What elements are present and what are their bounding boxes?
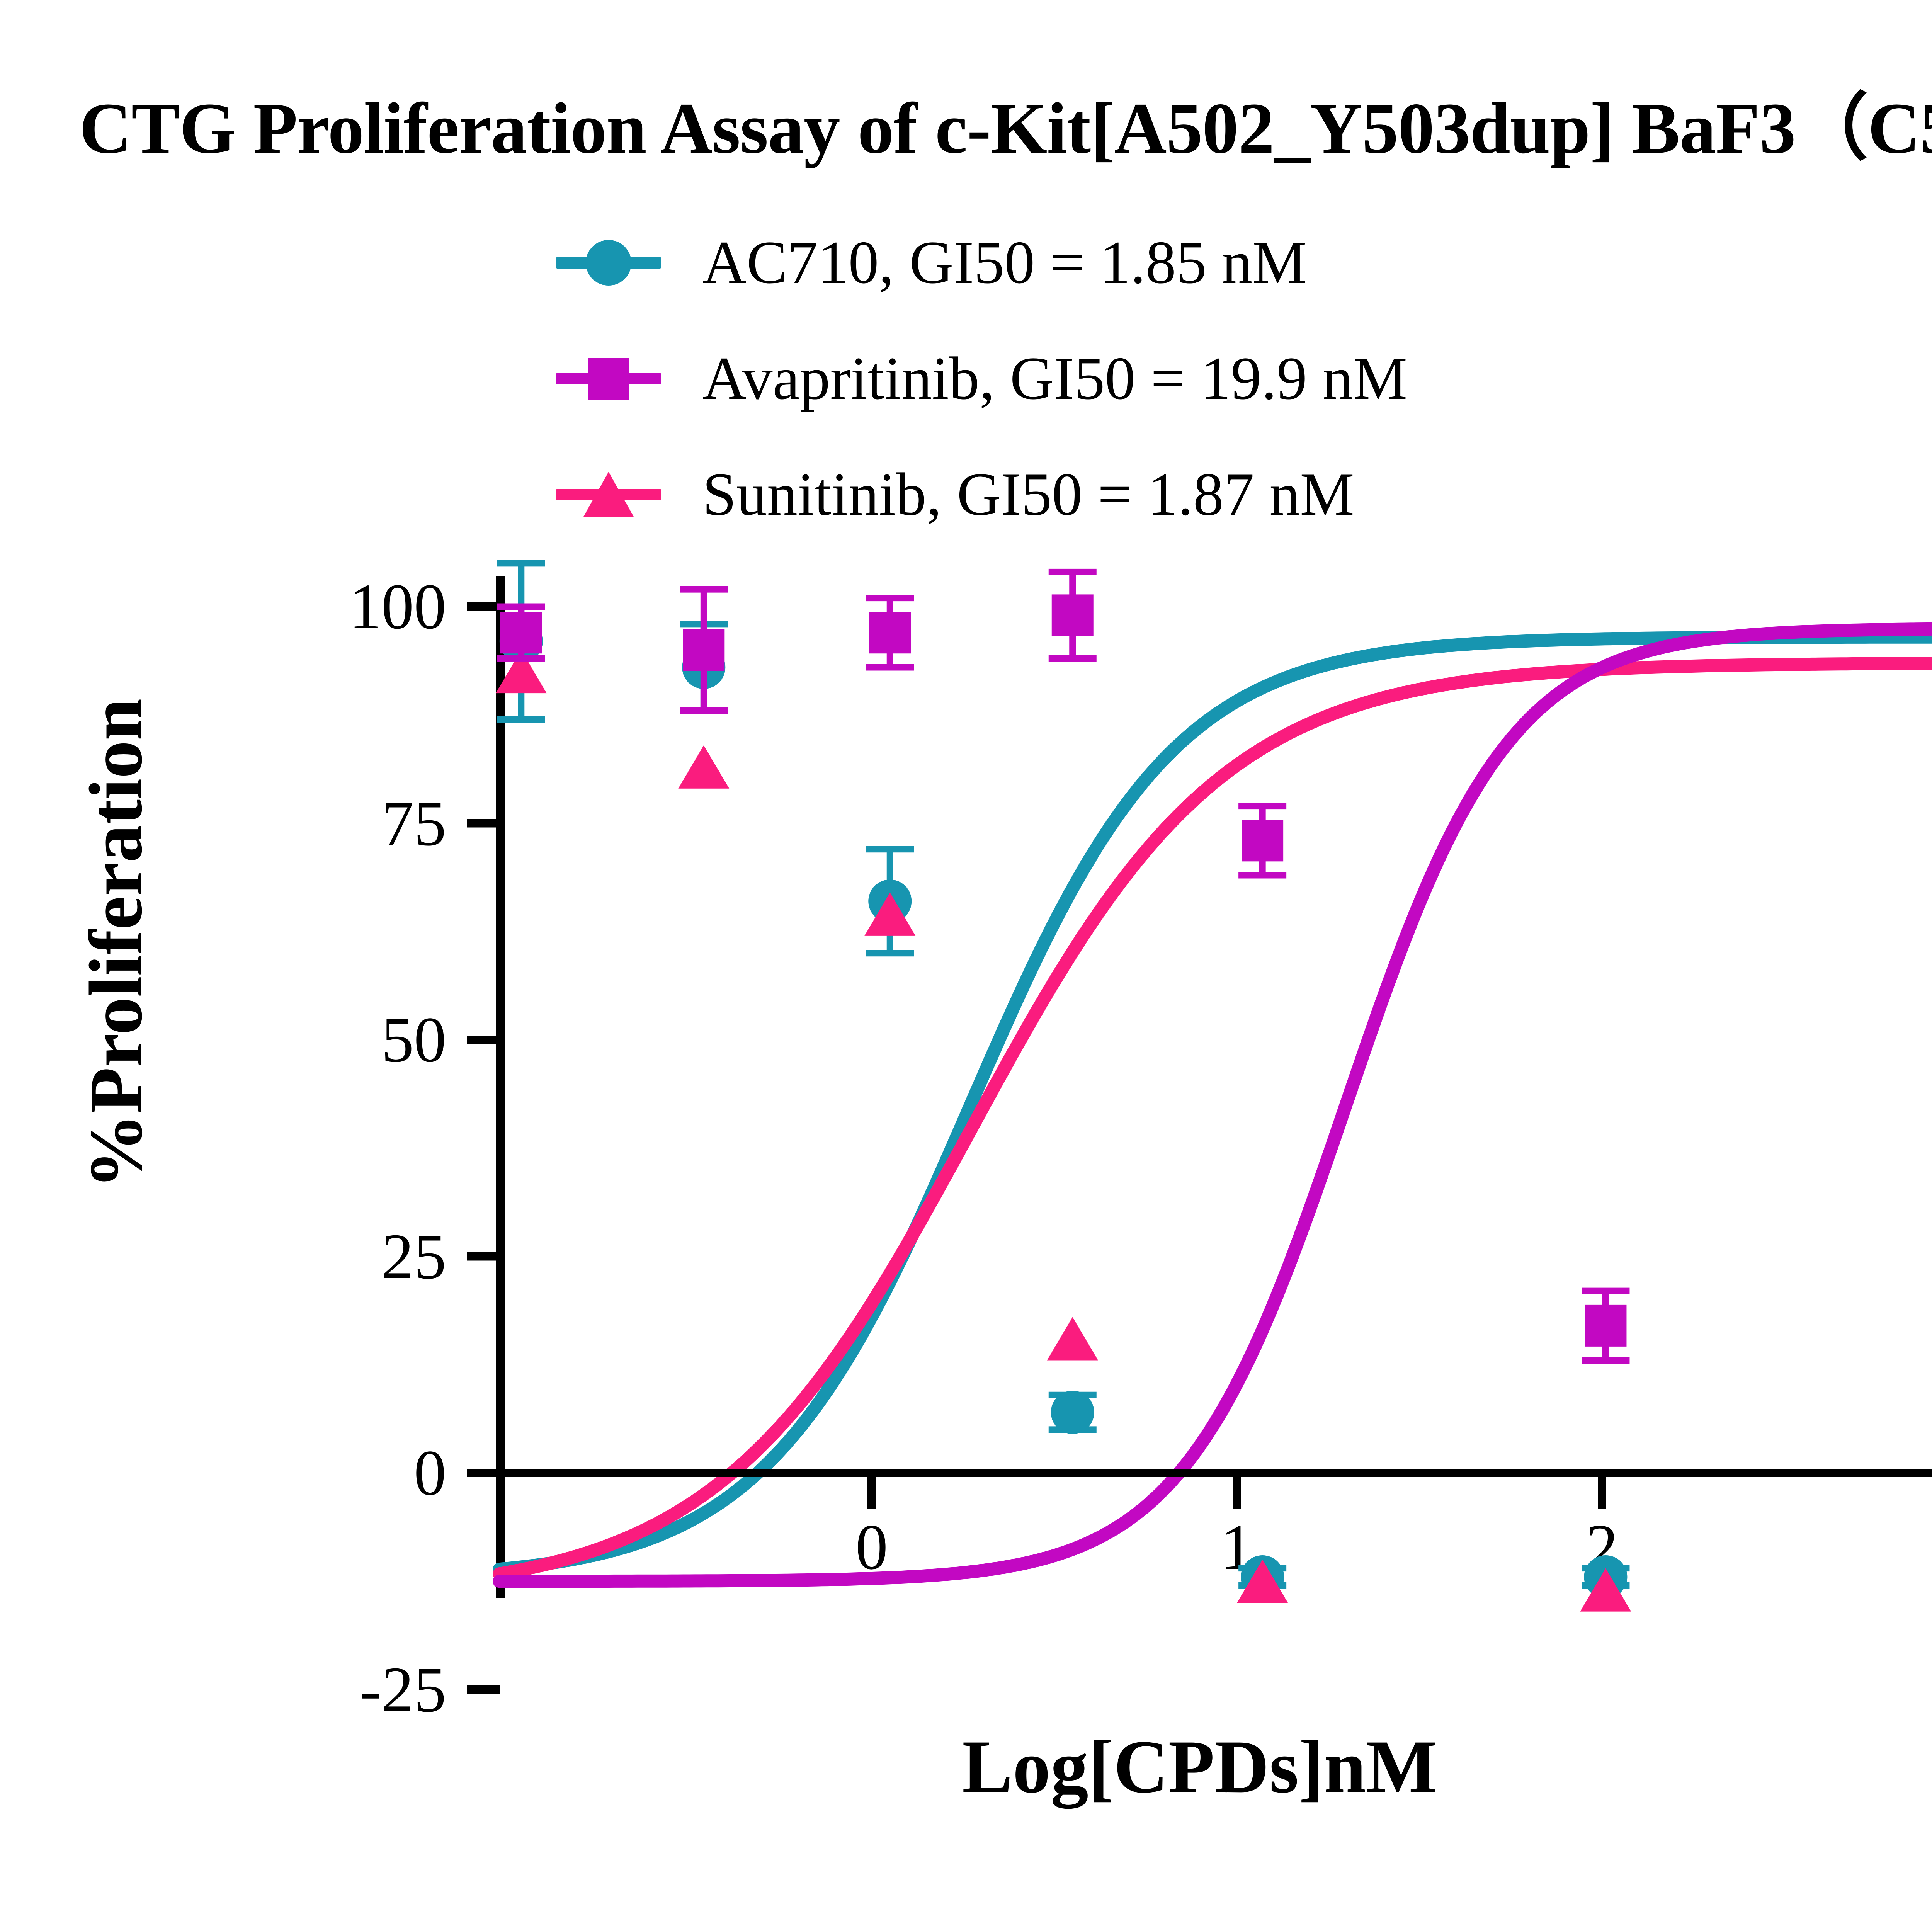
x-tick-label: 2 — [1586, 1511, 1618, 1583]
avapritinib-marker-1 — [683, 629, 725, 671]
y-tick-label: 50 — [381, 1004, 446, 1076]
curve-avapritinib — [493, 622, 1932, 1588]
chart-legend: AC710, GI50 = 1.85 nM Avapritinib, GI50 … — [556, 205, 1407, 553]
x-tick-label: 1 — [1221, 1511, 1253, 1583]
y-tick-label: -25 — [360, 1653, 446, 1726]
y-tick-label: 75 — [381, 787, 446, 859]
avapritinib-marker-4 — [1242, 820, 1284, 862]
y-tick-label: 100 — [349, 571, 446, 643]
sunitinib-marker-0 — [495, 650, 547, 694]
legend-label-sunitinib: Sunitinib, GI50 = 1.87 nM — [702, 461, 1354, 528]
avapritinib-marker-0 — [500, 612, 542, 654]
legend-item-sunitinib[interactable]: Sunitinib, GI50 = 1.87 nM — [556, 437, 1407, 553]
avapritinib-marker-2 — [869, 612, 911, 654]
curve-sunitinib — [493, 657, 1932, 1581]
square-marker-icon — [588, 358, 629, 400]
avapritinib-marker-5 — [1585, 1304, 1627, 1347]
y-tick-label: 25 — [381, 1220, 446, 1293]
legend-label-ac710: AC710, GI50 = 1.85 nM — [702, 229, 1307, 296]
ac710-marker-0 — [499, 619, 543, 663]
legend-marker-circle-icon — [556, 240, 661, 286]
triangle-marker-icon — [583, 472, 634, 517]
ac710-marker-2 — [868, 879, 912, 923]
x-tick-label: 3 — [1909, 1515, 1932, 1580]
legend-label-avapritinib: Avapritinib, GI50 = 19.9 nM — [702, 345, 1408, 412]
page-title: CTG Proliferation Assay of c-Kit[A502_Y5… — [79, 88, 1932, 168]
y-axis-title: %Proliferation — [74, 698, 158, 1189]
x-tick-label: 0 — [855, 1511, 888, 1583]
legend-marker-square-icon — [556, 358, 661, 400]
x-axis-title: Log[CPDs]nM — [962, 1725, 1438, 1809]
legend-item-ac710[interactable]: AC710, GI50 = 1.85 nM — [556, 205, 1407, 321]
legend-item-avapritinib[interactable]: Avapritinib, GI50 = 19.9 nM — [556, 321, 1407, 437]
y-tick-label: 0 — [414, 1437, 446, 1509]
sunitinib-marker-2 — [864, 892, 916, 936]
sunitinib-marker-3 — [1047, 1317, 1098, 1361]
avapritinib-marker-3 — [1051, 594, 1094, 636]
legend-marker-triangle-icon — [556, 472, 661, 517]
ac710-marker-1 — [682, 645, 726, 689]
curve-ac710 — [493, 630, 1932, 1576]
ac710-marker-3 — [1051, 1391, 1094, 1434]
sunitinib-marker-1 — [678, 745, 730, 789]
circle-marker-icon — [586, 240, 631, 286]
